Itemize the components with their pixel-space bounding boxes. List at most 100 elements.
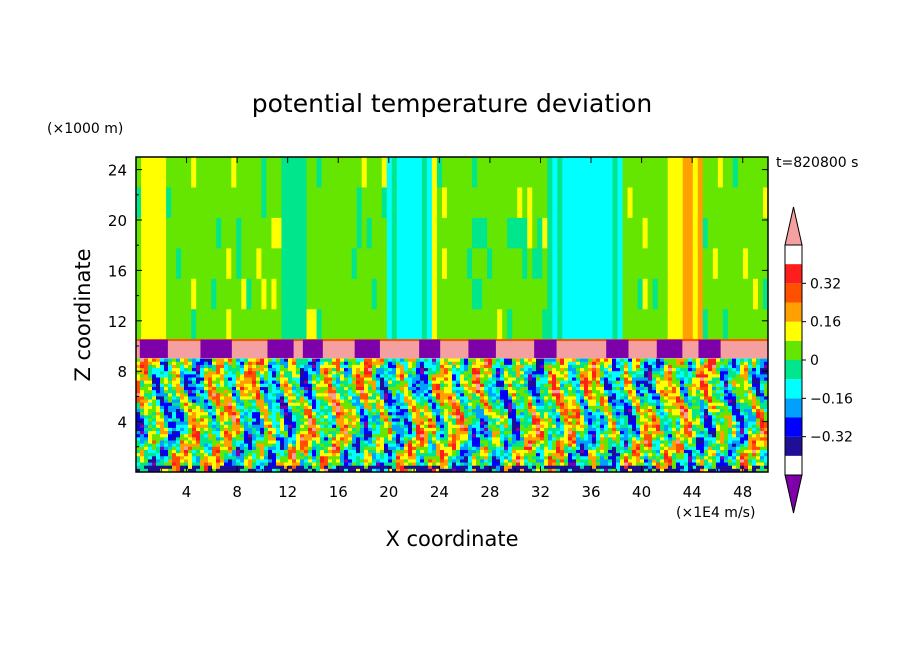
heatmap-cell — [361, 248, 368, 280]
heatmap-cell — [280, 412, 285, 416]
heatmap-cell — [476, 468, 481, 472]
heatmap-cell — [476, 412, 481, 416]
heatmap-cell — [236, 412, 241, 416]
heatmap-cell — [560, 393, 565, 397]
heatmap-cell — [560, 424, 565, 429]
heatmap-cell — [412, 393, 417, 397]
heatmap-cell — [372, 412, 377, 416]
heatmap-cell — [496, 456, 501, 460]
heatmap-cell — [572, 424, 577, 429]
heatmap-cell — [446, 187, 453, 219]
heatmap-cell — [432, 424, 437, 429]
heatmap-cell — [536, 459, 541, 464]
heatmap-cell — [236, 453, 241, 457]
heatmap-cell — [304, 468, 309, 472]
heatmap-cell — [272, 412, 277, 416]
heatmap-cell — [682, 309, 689, 341]
heatmap-cell — [244, 358, 249, 363]
heatmap-cell — [617, 309, 624, 341]
heatmap-cell — [424, 453, 429, 457]
heatmap-cell — [540, 440, 545, 445]
heatmap-cell — [520, 364, 525, 369]
heatmap-cell — [184, 453, 189, 457]
heatmap-cell — [476, 418, 481, 423]
heatmap-cell — [392, 424, 397, 429]
heatmap-cell — [352, 459, 357, 464]
heatmap-cell — [204, 358, 209, 363]
heatmap-cell — [164, 396, 169, 401]
heatmap-cell — [264, 446, 269, 451]
heatmap-cell — [208, 449, 213, 454]
heatmap-cell — [156, 459, 161, 464]
heatmap-cell — [484, 468, 489, 472]
heatmap-cell — [487, 248, 493, 280]
heatmap-cell — [192, 399, 197, 404]
heatmap-cell — [200, 459, 205, 464]
heatmap-cell — [588, 399, 593, 404]
heatmap-cell — [687, 278, 694, 310]
heatmap-cell — [212, 424, 217, 429]
heatmap-cell — [361, 278, 368, 310]
heatmap-cell — [288, 456, 293, 460]
heatmap-cell — [404, 468, 409, 472]
heatmap-cell — [504, 418, 509, 423]
heatmap-cell — [512, 248, 518, 280]
heatmap-cell — [552, 371, 557, 375]
heatmap-cell — [544, 396, 549, 401]
heatmap-cell — [500, 396, 505, 401]
heatmap-cell — [576, 459, 581, 464]
heatmap-cell — [512, 217, 518, 249]
heatmap-cell — [600, 459, 605, 464]
heatmap-cell — [261, 217, 268, 249]
heatmap-cell — [497, 217, 503, 249]
heatmap-cell — [596, 459, 601, 464]
heatmap-cell — [148, 437, 153, 441]
heatmap-cell — [476, 424, 481, 429]
heatmap-cell — [584, 418, 589, 423]
heatmap-cell — [196, 368, 201, 372]
heatmap-cell — [308, 386, 313, 391]
heatmap-cell — [288, 380, 293, 385]
heatmap-cell — [396, 415, 401, 419]
heatmap-cell — [260, 377, 265, 382]
heatmap-cell — [296, 278, 303, 310]
heatmap-cell — [472, 374, 477, 378]
heatmap-cell — [492, 358, 497, 363]
heatmap-cell — [186, 248, 192, 280]
heatmap-cell — [288, 371, 293, 375]
heatmap-cell — [264, 383, 269, 388]
heatmap-cell — [196, 405, 201, 410]
heatmap-cell — [446, 157, 453, 189]
heatmap-cell — [176, 309, 182, 341]
heatmap-cell — [152, 368, 157, 372]
heatmap-cell — [727, 309, 734, 341]
heatmap-cell — [416, 412, 421, 416]
heatmap-cell — [308, 440, 313, 445]
heatmap-cell — [408, 380, 413, 385]
heatmap-cell — [152, 446, 157, 451]
heatmap-cell — [144, 434, 149, 438]
heatmap-cell — [160, 459, 165, 464]
heatmap-cell — [348, 386, 353, 391]
heatmap-cell — [524, 418, 529, 423]
heatmap-cell — [232, 383, 237, 388]
heatmap-cell — [236, 446, 241, 451]
heatmap-cell — [244, 377, 249, 382]
heatmap-cell — [600, 368, 605, 372]
heatmap-cell — [140, 462, 145, 467]
heatmap-cell — [492, 405, 497, 410]
heatmap-cell — [500, 412, 505, 416]
heatmap-cell — [216, 371, 221, 375]
heatmap-cell — [332, 364, 337, 369]
heatmap-cell — [352, 427, 357, 432]
heatmap-cell — [326, 217, 333, 249]
heatmap-cell — [156, 415, 161, 419]
heatmap-cell — [360, 431, 365, 435]
heatmap-cell — [532, 361, 537, 366]
heatmap-cell — [356, 374, 361, 378]
heatmap-cell — [524, 421, 529, 426]
heatmap-cell — [386, 157, 393, 189]
heatmap-cell — [240, 364, 245, 369]
heatmap-cell — [300, 437, 305, 441]
heatmap-cell — [592, 415, 597, 419]
